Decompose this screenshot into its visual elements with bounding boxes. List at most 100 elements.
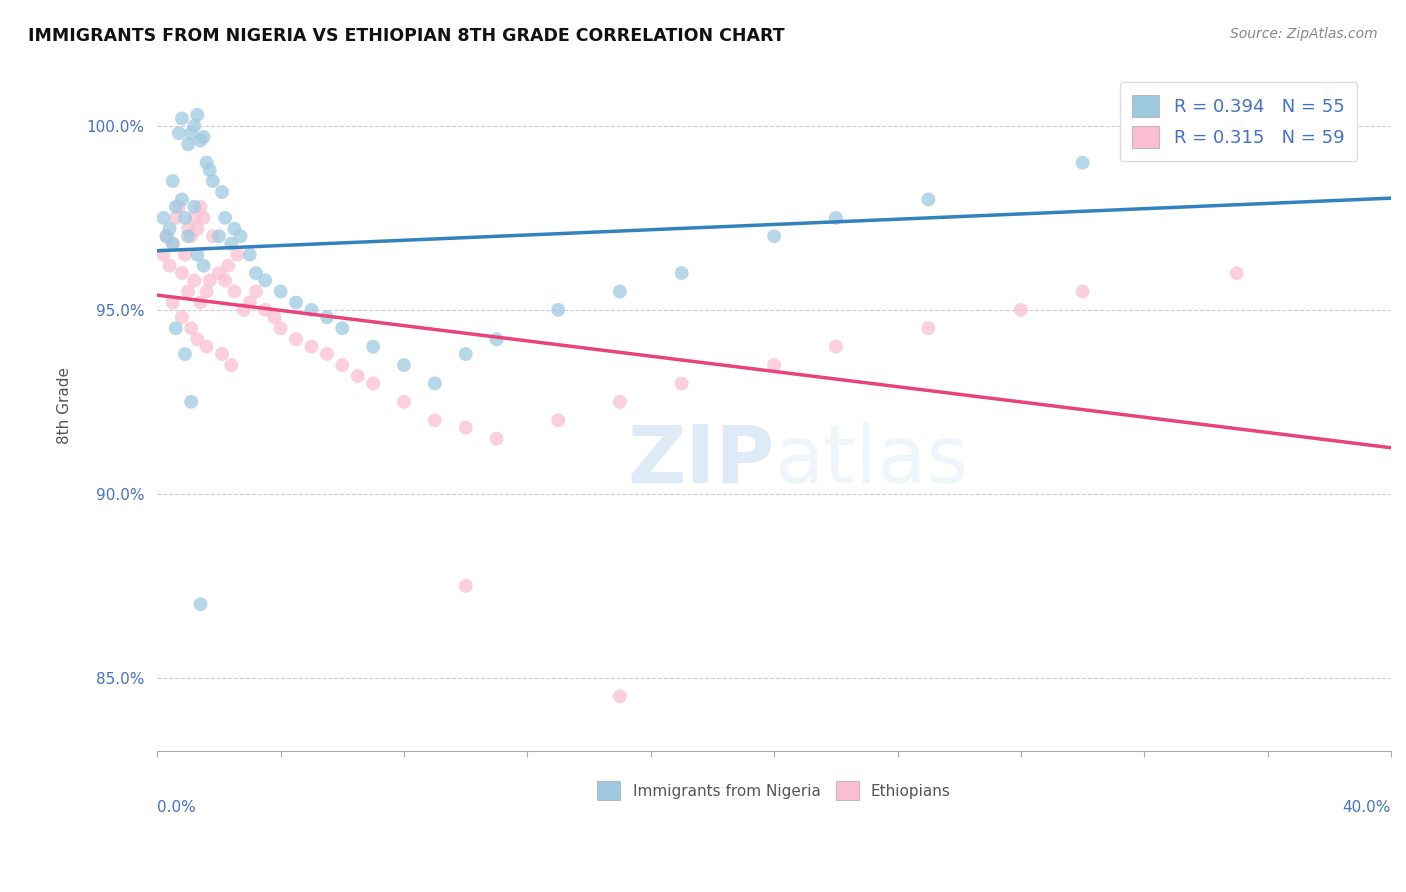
Point xyxy=(263,310,285,325)
Point xyxy=(183,119,205,133)
Point xyxy=(167,126,190,140)
Point xyxy=(609,690,631,704)
Point xyxy=(193,259,215,273)
Point xyxy=(485,432,508,446)
Point xyxy=(195,340,218,354)
Point xyxy=(547,413,569,427)
Point xyxy=(270,285,292,299)
Point xyxy=(201,174,224,188)
Point xyxy=(180,126,202,140)
Point xyxy=(316,347,339,361)
Point xyxy=(423,376,446,391)
Point xyxy=(177,137,200,152)
Point xyxy=(198,163,221,178)
Point xyxy=(180,395,202,409)
Point xyxy=(152,211,174,225)
Text: Source: ZipAtlas.com: Source: ZipAtlas.com xyxy=(1230,27,1378,41)
Point xyxy=(208,266,231,280)
Point xyxy=(917,321,939,335)
Point xyxy=(186,108,208,122)
Point xyxy=(159,259,181,273)
Point xyxy=(239,247,262,261)
Point xyxy=(167,200,190,214)
Point xyxy=(174,211,197,225)
Legend: Immigrants from Nigeria, Ethiopians: Immigrants from Nigeria, Ethiopians xyxy=(592,775,957,806)
Point xyxy=(165,200,187,214)
Point xyxy=(285,332,308,346)
Point xyxy=(454,347,477,361)
Point xyxy=(392,358,415,372)
Point xyxy=(270,321,292,335)
Point xyxy=(217,259,239,273)
Point xyxy=(177,229,200,244)
Point xyxy=(824,211,846,225)
Point xyxy=(190,134,212,148)
Point xyxy=(917,193,939,207)
Point xyxy=(177,285,200,299)
Point xyxy=(183,211,205,225)
Point xyxy=(245,266,267,280)
Point xyxy=(159,222,181,236)
Point xyxy=(190,295,212,310)
Point xyxy=(239,295,262,310)
Text: atlas: atlas xyxy=(775,422,969,500)
Text: 0.0%: 0.0% xyxy=(157,800,195,815)
Point xyxy=(330,358,353,372)
Point xyxy=(165,321,187,335)
Point xyxy=(392,395,415,409)
Point xyxy=(301,340,323,354)
Point xyxy=(1010,302,1032,317)
Point xyxy=(190,597,212,611)
Point xyxy=(162,295,184,310)
Text: IMMIGRANTS FROM NIGERIA VS ETHIOPIAN 8TH GRADE CORRELATION CHART: IMMIGRANTS FROM NIGERIA VS ETHIOPIAN 8TH… xyxy=(28,27,785,45)
Point xyxy=(201,229,224,244)
Point xyxy=(423,413,446,427)
Point xyxy=(170,112,193,126)
Point xyxy=(1226,266,1249,280)
Point xyxy=(346,369,368,384)
Point xyxy=(229,229,252,244)
Point xyxy=(165,211,187,225)
Point xyxy=(183,200,205,214)
Point xyxy=(183,273,205,287)
Point xyxy=(186,247,208,261)
Point xyxy=(214,273,236,287)
Point xyxy=(155,229,177,244)
Point xyxy=(193,129,215,144)
Y-axis label: 8th Grade: 8th Grade xyxy=(58,367,72,444)
Point xyxy=(195,285,218,299)
Point xyxy=(186,222,208,236)
Point xyxy=(1071,285,1094,299)
Point xyxy=(162,236,184,251)
Point xyxy=(170,310,193,325)
Point xyxy=(285,295,308,310)
Point xyxy=(226,247,249,261)
Point xyxy=(170,266,193,280)
Point xyxy=(454,579,477,593)
Point xyxy=(170,193,193,207)
Point xyxy=(361,340,384,354)
Point xyxy=(254,302,277,317)
Point xyxy=(1317,82,1340,96)
Point xyxy=(224,285,246,299)
Point xyxy=(763,358,786,372)
Point xyxy=(671,376,693,391)
Point xyxy=(174,347,197,361)
Point xyxy=(485,332,508,346)
Point xyxy=(155,229,177,244)
Point xyxy=(245,285,267,299)
Point xyxy=(214,211,236,225)
Point xyxy=(152,247,174,261)
Point xyxy=(177,222,200,236)
Point xyxy=(162,236,184,251)
Point xyxy=(198,273,221,287)
Point xyxy=(221,358,243,372)
Point xyxy=(1226,119,1249,133)
Point xyxy=(174,247,197,261)
Point xyxy=(232,302,254,317)
Text: ZIP: ZIP xyxy=(627,422,775,500)
Point xyxy=(316,310,339,325)
Point xyxy=(763,229,786,244)
Point xyxy=(361,376,384,391)
Text: 40.0%: 40.0% xyxy=(1343,800,1391,815)
